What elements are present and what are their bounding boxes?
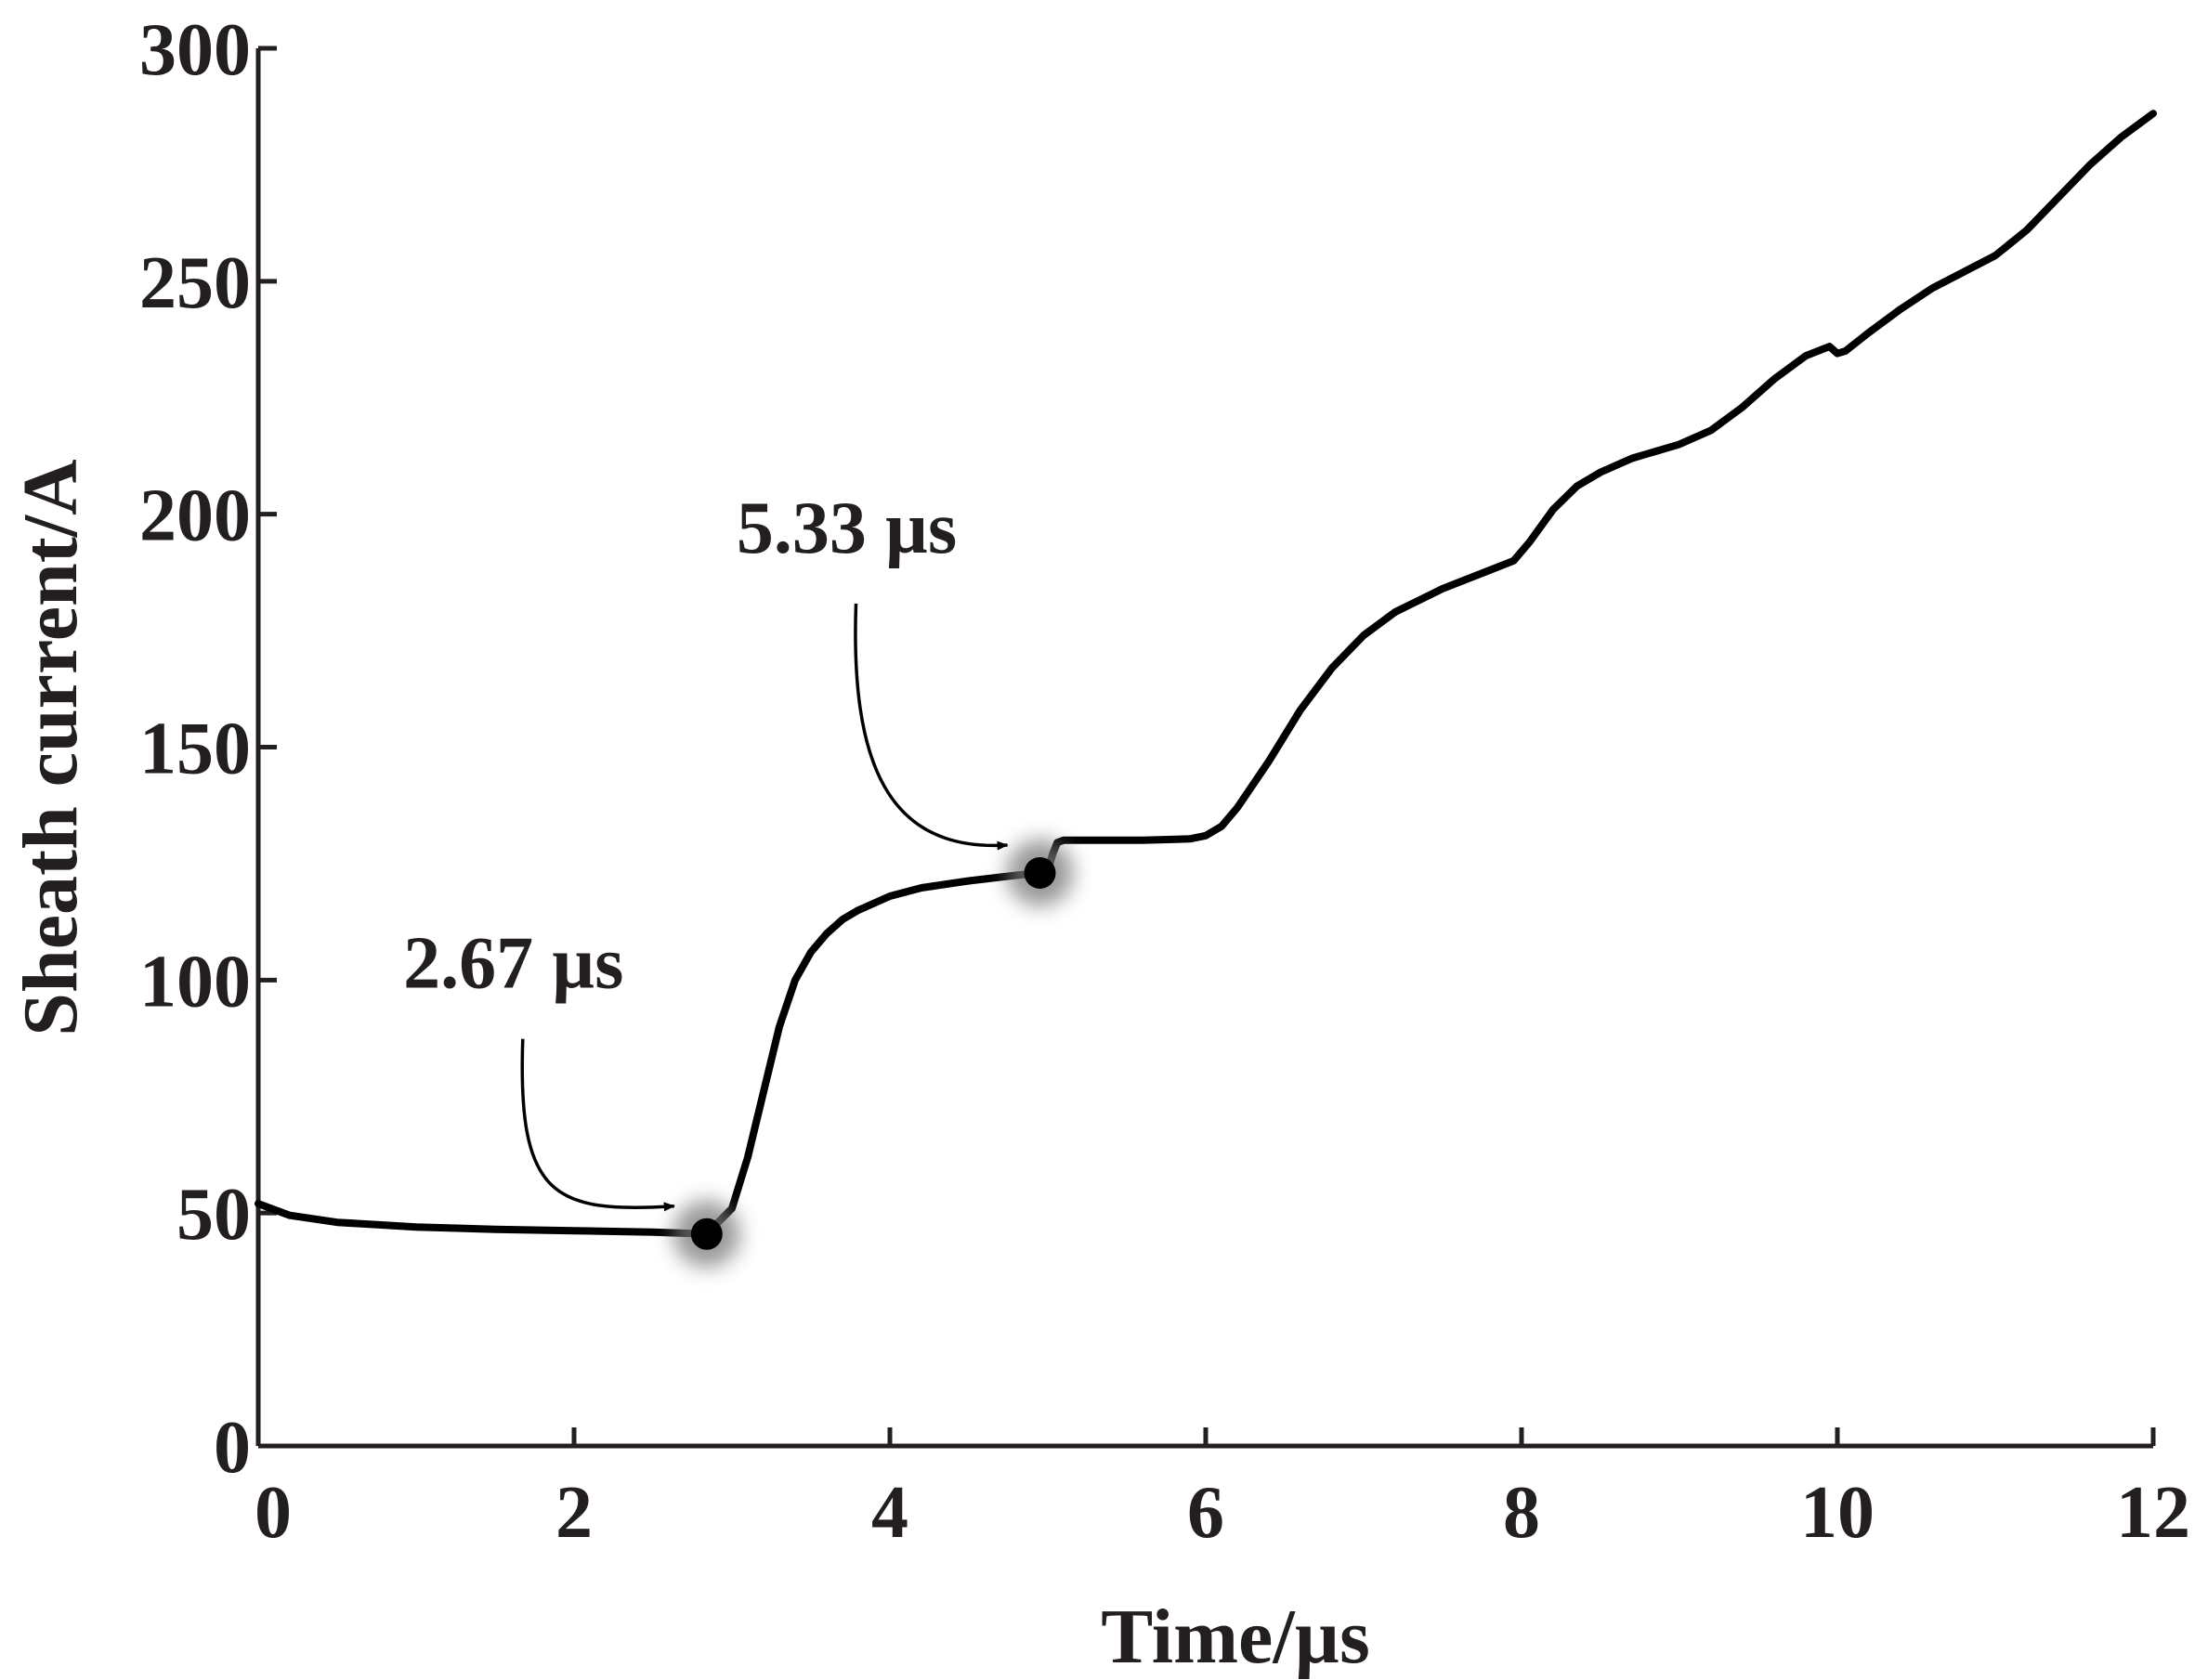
y-tick-label: 0	[214, 1407, 251, 1489]
y-axis-label: Sheath current/A	[7, 459, 94, 1036]
annotation-label: 2.67 µs	[403, 923, 623, 1005]
series-layer	[255, 110, 2157, 1238]
x-tick-label: 8	[1503, 1472, 1540, 1554]
y-tick-label: 50	[176, 1174, 251, 1256]
highlight-point	[1024, 856, 1056, 889]
x-tick-label: 4	[871, 1472, 908, 1554]
highlight-point	[690, 1218, 723, 1250]
annotation-layer: 2.67 µs 5.33 µs	[403, 488, 1074, 1268]
x-tick-label: 12	[2116, 1472, 2190, 1554]
annotation-label: 5.33 µs	[737, 488, 957, 569]
x-tick-label: 10	[1800, 1472, 1875, 1554]
x-tick-label: 6	[1187, 1472, 1224, 1554]
y-tick-label: 300	[139, 9, 251, 91]
y-tick-label: 250	[139, 242, 251, 324]
x-axis-label: Time/µs	[1101, 1594, 1370, 1680]
x-tick-label: 2	[555, 1472, 593, 1554]
series-line	[255, 110, 2157, 1238]
y-tick-label: 200	[139, 475, 251, 557]
y-ticks: 0 50 100 150 200 250 300	[139, 9, 277, 1489]
annotation-arrow	[854, 603, 1009, 851]
y-tick-label: 150	[139, 709, 251, 790]
y-tick-label: 100	[139, 941, 251, 1022]
axes	[255, 48, 2153, 1449]
annotation-arrow	[520, 1038, 675, 1212]
x-ticks: 0 2 4 6 8 10 12	[255, 1427, 2190, 1554]
x-tick-label: 0	[255, 1472, 292, 1554]
